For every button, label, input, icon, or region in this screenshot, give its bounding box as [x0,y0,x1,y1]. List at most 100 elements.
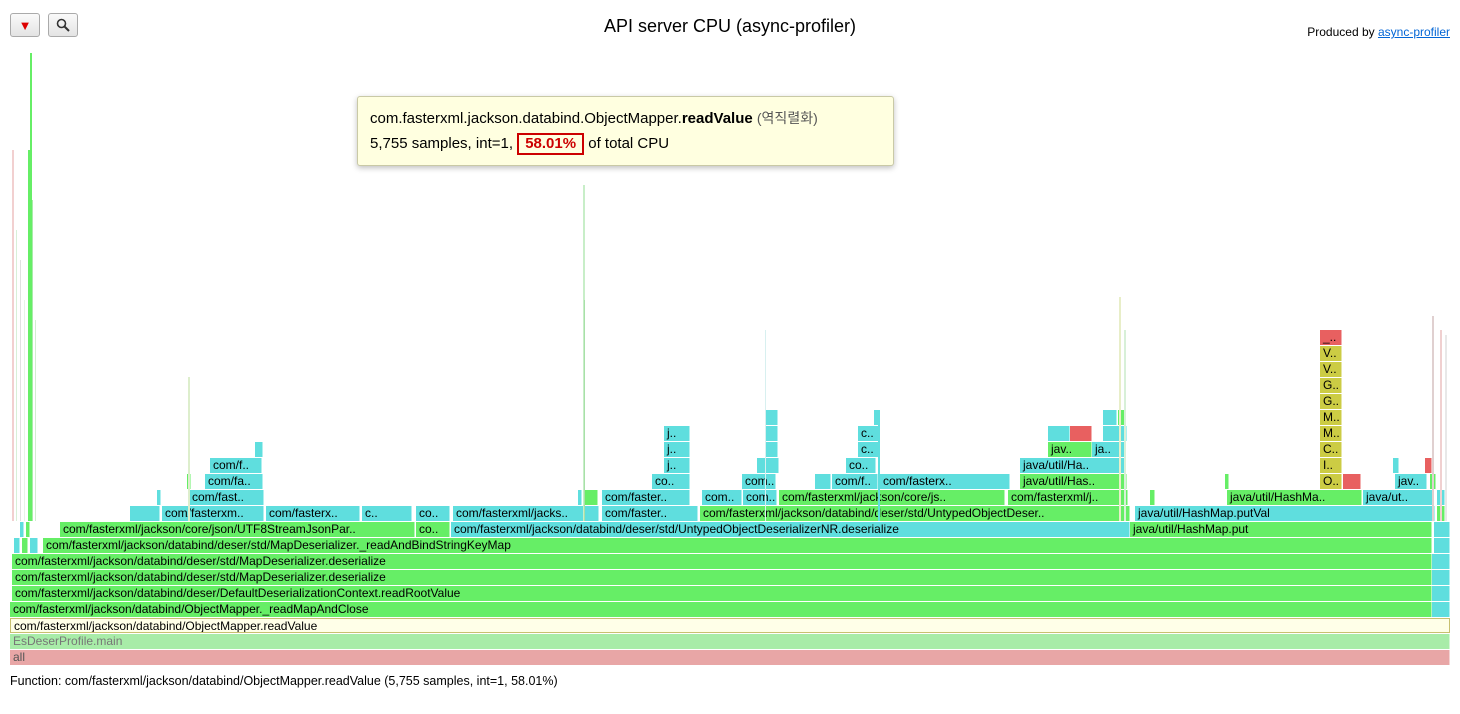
frame-small[interactable]: j.. [664,458,690,473]
frame-hashmap-putval[interactable]: java/util/HashMap.putVal [1135,506,1435,521]
async-profiler-link[interactable]: async-profiler [1377,25,1450,39]
frame-small[interactable]: com/f.. [832,474,878,489]
frame-small[interactable] [766,442,778,457]
frame-small[interactable]: co.. [416,506,450,521]
frame-spike[interactable] [1124,330,1126,521]
frame-side[interactable] [1432,554,1450,569]
frame-small[interactable]: j.. [664,442,690,457]
frame-small[interactable] [578,490,582,505]
frame-readrootvalue[interactable]: com/fasterxml/jackson/databind/deser/Def… [12,586,1432,601]
frame-spike[interactable] [20,260,21,521]
frame-spike[interactable] [24,300,25,521]
frame-spike[interactable] [188,377,190,521]
frame-small[interactable]: com.. [702,490,742,505]
frame-spike[interactable] [35,320,36,521]
frame-small[interactable] [1225,474,1229,489]
frame-spike[interactable] [584,300,585,521]
frame-small[interactable] [1103,426,1127,441]
frame-small[interactable] [20,522,24,537]
frame-small[interactable]: I.. [1320,458,1342,473]
frame-small[interactable]: M.. [1320,410,1342,425]
frame-small[interactable]: com.. [743,490,777,505]
frame-small[interactable] [1343,474,1361,489]
frame-spike[interactable] [12,150,14,521]
frame-small[interactable]: ja.. [1092,442,1126,457]
frame-spike[interactable] [1432,316,1434,521]
flame-graph[interactable]: all EsDeserProfile.main com/fasterxml/jack… [0,0,1460,670]
frame-spike[interactable] [765,330,766,521]
frame-small[interactable]: com/faster.. [602,490,690,505]
frame-small[interactable]: c.. [858,442,880,457]
frame-mapdeserializer[interactable]: com/fasterxml/jackson/databind/deser/std… [12,570,1432,585]
frame-small[interactable]: com/fa.. [205,474,263,489]
frame-small[interactable] [157,490,161,505]
frame-spike[interactable] [32,200,33,521]
frame-small[interactable]: com/fasterxml/jackson/core/js.. [779,490,1005,505]
frame-small[interactable] [1048,426,1070,441]
frame-small[interactable]: com/fast.. [189,490,264,505]
frame-small[interactable]: co.. [846,458,876,473]
reverse-view-button[interactable]: ▼ [10,13,40,37]
frame-side[interactable] [1432,570,1450,585]
frame-small[interactable]: C.. [1320,442,1342,457]
frame-small[interactable]: java/util/Has.. [1020,474,1127,489]
frame-small[interactable] [1070,426,1092,441]
frame-main[interactable]: EsDeserProfile.main [10,634,1450,649]
frame-small[interactable] [766,410,778,425]
frame-small[interactable]: G.. [1320,394,1342,409]
frame-small[interactable]: c.. [362,506,412,521]
frame-small[interactable] [815,474,831,489]
frame-small[interactable] [1393,458,1399,473]
frame-side[interactable] [1432,586,1450,601]
frame-small[interactable]: _.. [1320,330,1342,345]
frame-small[interactable]: co.. [652,474,690,489]
frame-spike[interactable] [1445,335,1447,521]
frame-spike[interactable] [16,230,17,521]
frame-mapdeserializer[interactable]: com/fasterxml/jackson/databind/deser/std… [12,554,1432,569]
frame-small[interactable]: V.. [1320,346,1342,361]
frame-small[interactable]: M.. [1320,426,1342,441]
frame-small[interactable] [130,506,160,521]
frame-small[interactable]: jav.. [1048,442,1092,457]
frame-small[interactable]: O.. [1320,474,1342,489]
frame-untyped-deser[interactable]: com/fasterxml/jackson/databind/deser/std… [700,506,1130,521]
frame-small[interactable]: com/fasterxm.. [162,506,264,521]
frame-readvalue[interactable]: com/fasterxml/jackson/databind/ObjectMap… [10,618,1450,633]
frame-side[interactable] [1432,602,1450,617]
frame-small[interactable] [22,538,28,553]
frame-small[interactable] [14,538,20,553]
frame-small[interactable]: com/f.. [210,458,262,473]
frame-small[interactable]: java/util/Ha.. [1020,458,1126,473]
frame-side[interactable] [1434,538,1450,553]
frame-small[interactable]: j.. [664,426,690,441]
frame-small[interactable]: com.. [742,474,776,489]
frame-small[interactable]: co.. [416,522,450,537]
frame-side[interactable] [1434,522,1450,537]
frame-small[interactable] [1103,410,1117,425]
frame-spike[interactable] [1119,297,1121,521]
frame-spike[interactable] [28,150,30,521]
frame-small[interactable]: com/fasterxml/j.. [1008,490,1128,505]
frame-untyped-nr[interactable]: com/fasterxml/jackson/databind/deser/std… [451,522,1130,537]
frame-spike[interactable] [1440,330,1442,521]
frame-small[interactable] [766,426,778,441]
frame-spike[interactable] [30,53,32,521]
frame-small[interactable] [1425,458,1432,473]
frame-small[interactable]: com/faster.. [602,506,698,521]
frame-small[interactable]: java/ut.. [1363,490,1433,505]
frame-hashmap-put[interactable]: java/util/HashMap.put [1130,522,1432,537]
frame-hashmap-small[interactable]: java/util/HashMa.. [1227,490,1362,505]
frame-small[interactable] [757,458,779,473]
frame-small[interactable] [26,522,30,537]
frame-small[interactable] [255,442,263,457]
frame-small[interactable] [583,490,598,505]
frame-small[interactable] [1150,490,1155,505]
search-button[interactable] [48,13,78,37]
frame-readmapandclose[interactable]: com/fasterxml/jackson/databind/ObjectMap… [10,602,1432,617]
frame-small[interactable]: com/fasterxml/jacks.. [453,506,599,521]
frame-small[interactable]: c.. [858,426,880,441]
frame-small[interactable]: V.. [1320,362,1342,377]
frame-readandbind[interactable]: com/fasterxml/jackson/databind/deser/std… [43,538,1432,553]
frame-small[interactable] [30,538,38,553]
frame-small[interactable]: jav.. [1395,474,1427,489]
